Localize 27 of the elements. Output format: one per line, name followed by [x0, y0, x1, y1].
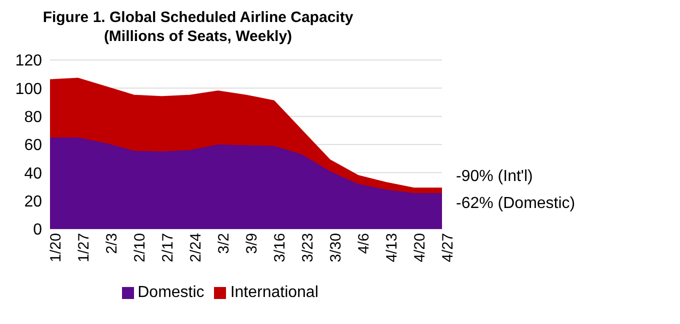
x-tick-label: 4/6 — [356, 233, 373, 254]
legend-label: International — [230, 284, 318, 301]
chart-title: Figure 1. Global Scheduled Airline Capacity (Millions of Seats, Weekly) — [42, 8, 354, 46]
x-tick-label: 4/20 — [412, 233, 429, 262]
legend-label: Domestic — [138, 284, 204, 301]
y-tick-label: 120 — [15, 52, 42, 70]
x-tick-label: 3/2 — [216, 233, 233, 254]
x-tick-label: 4/27 — [440, 233, 457, 262]
x-tick-label: 3/9 — [244, 233, 261, 254]
x-tick-label: 2/24 — [188, 233, 205, 262]
y-tick-label: 80 — [24, 109, 42, 126]
x-tick-label: 3/30 — [328, 233, 345, 262]
x-tick-label: 2/3 — [104, 233, 121, 254]
x-tick-label: 2/17 — [160, 233, 177, 262]
x-tick-label: 4/13 — [384, 233, 401, 262]
y-tick-label: 20 — [24, 194, 42, 211]
text: -62% (Domestic) — [456, 195, 576, 213]
x-tick-label: 3/16 — [272, 233, 289, 262]
text: -90% (Int'l) — [456, 168, 533, 186]
y-tick-label: 0 — [33, 222, 42, 239]
y-tick-label: 100 — [15, 80, 42, 98]
x-tick-label: 1/27 — [76, 233, 93, 262]
x-tick-label: 2/10 — [132, 233, 149, 262]
y-tick-label: 60 — [24, 137, 42, 154]
y-tick-label: 40 — [24, 165, 42, 182]
x-tick-label: 1/20 — [48, 233, 65, 262]
x-tick-label: 3/23 — [300, 233, 317, 262]
